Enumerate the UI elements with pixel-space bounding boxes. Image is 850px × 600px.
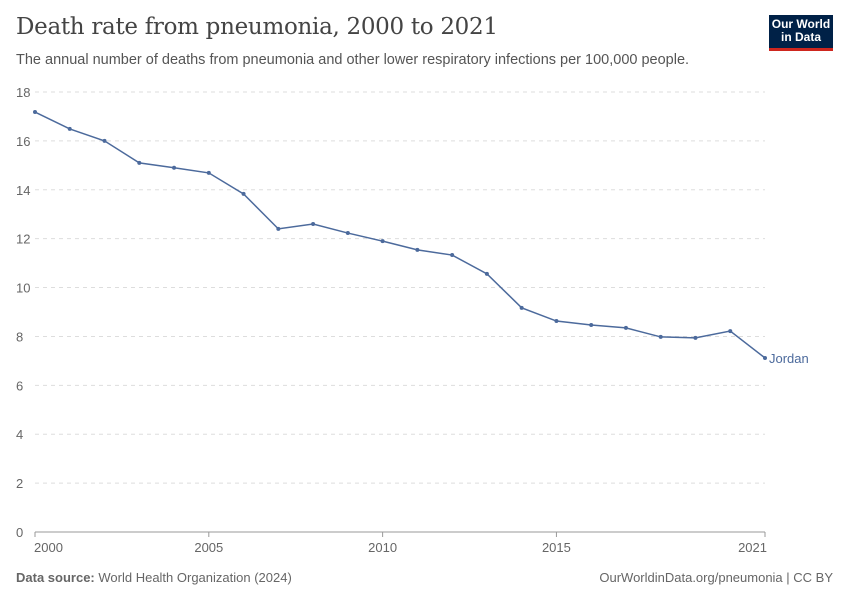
data-point [380,239,385,244]
x-tick-label: 2005 [194,540,223,555]
y-tick-label: 0 [16,525,23,540]
logo-line1: Our World [771,17,831,31]
y-tick-label: 10 [16,281,30,296]
data-point [519,305,524,310]
series-line [34,111,766,359]
data-point [345,231,350,236]
data-point [172,165,177,170]
y-tick-label: 16 [16,134,30,149]
owid-logo[interactable]: Our World in Data [769,15,833,51]
data-point [415,247,420,252]
data-point [206,170,211,175]
x-tick-label: 2000 [34,540,63,555]
data-point [763,355,767,360]
data-point [693,335,698,340]
data-point [311,222,316,226]
x-tick-label: 2015 [542,540,571,555]
y-tick-label: 12 [16,232,30,247]
data-point [554,319,559,324]
series-label: Jordan [769,351,809,366]
footer-link[interactable]: OurWorldinData.org/pneumonia | CC BY [599,570,833,585]
chart-subtitle: The annual number of deaths from pneumon… [16,52,690,68]
data-point [623,325,628,330]
data-point [241,191,246,196]
data-source: Data source: World Health Organization (… [16,570,292,585]
data-point [589,322,594,327]
data-point [484,271,489,276]
data-point [137,160,142,165]
logo-line2: in Data [780,30,821,44]
x-tick-label: 2021 [738,540,767,555]
data-point [728,329,733,334]
source-text: World Health Organization (2024) [98,570,292,585]
y-tick-label: 18 [16,85,30,100]
y-tick-label: 14 [16,183,30,198]
data-point [450,253,455,258]
y-tick-label: 6 [16,378,23,393]
y-tick-label: 4 [16,427,23,442]
data-point [658,334,663,339]
source-label: Data source: [16,570,95,585]
data-point [33,110,37,115]
data-point [276,226,281,231]
y-tick-label: 2 [16,476,23,491]
chart-title: Death rate from pneumonia, 2000 to 2021 [16,14,498,40]
x-tick-label: 2010 [368,540,397,555]
data-point [67,126,72,131]
data-point [102,138,107,143]
y-tick-label: 8 [16,329,23,344]
